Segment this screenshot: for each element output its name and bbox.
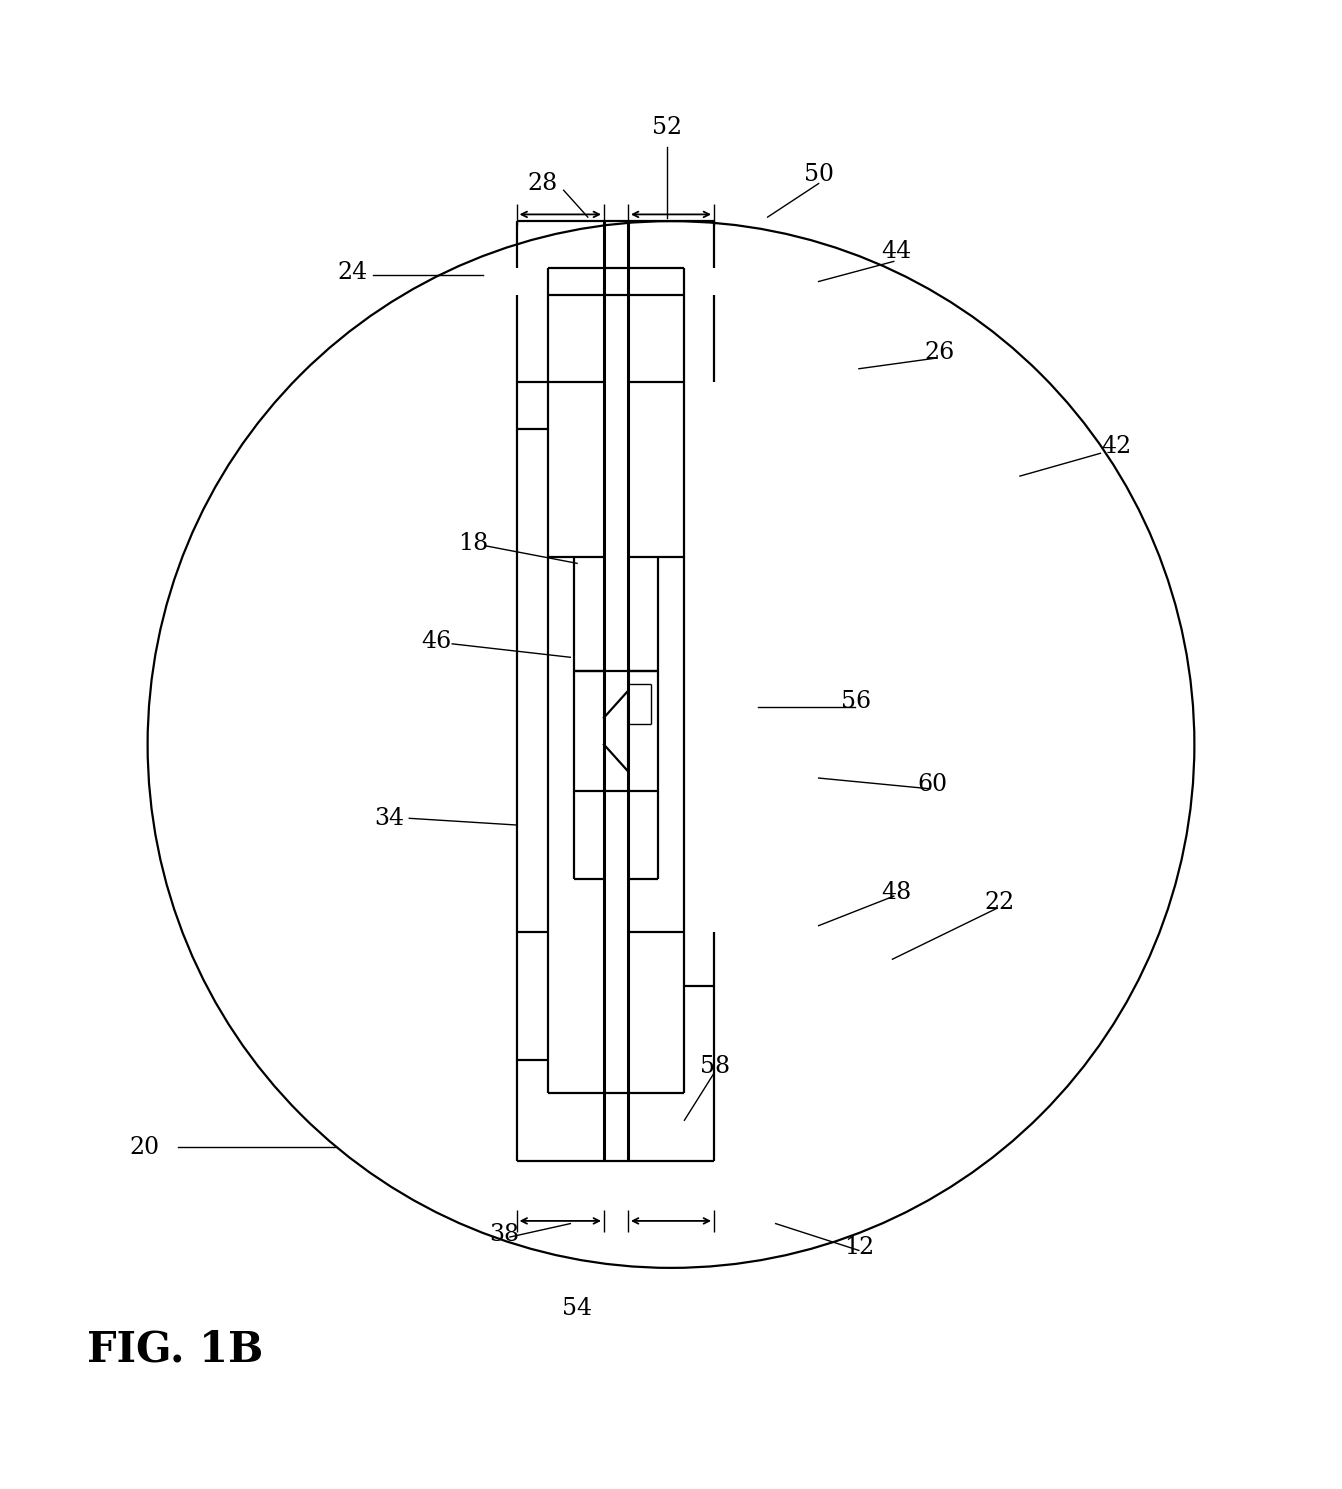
Text: 22: 22 — [985, 892, 1015, 914]
Text: 42: 42 — [1102, 435, 1131, 459]
Text: 44: 44 — [882, 241, 911, 264]
Text: 38: 38 — [490, 1222, 519, 1246]
Text: 60: 60 — [918, 773, 947, 797]
Text: FIG. 1B: FIG. 1B — [87, 1328, 263, 1370]
Text: 48: 48 — [882, 880, 911, 904]
Text: 18: 18 — [459, 532, 488, 555]
Text: 56: 56 — [841, 689, 871, 713]
Text: 28: 28 — [527, 173, 557, 195]
Text: 58: 58 — [701, 1056, 730, 1078]
Text: 12: 12 — [844, 1236, 874, 1260]
Text: 52: 52 — [652, 116, 682, 138]
Text: 34: 34 — [374, 807, 404, 829]
Text: 46: 46 — [421, 630, 451, 652]
Text: 24: 24 — [338, 261, 368, 283]
Text: 26: 26 — [925, 341, 954, 365]
Text: 54: 54 — [562, 1297, 592, 1319]
Text: 50: 50 — [804, 162, 833, 186]
Text: 20: 20 — [130, 1136, 160, 1158]
